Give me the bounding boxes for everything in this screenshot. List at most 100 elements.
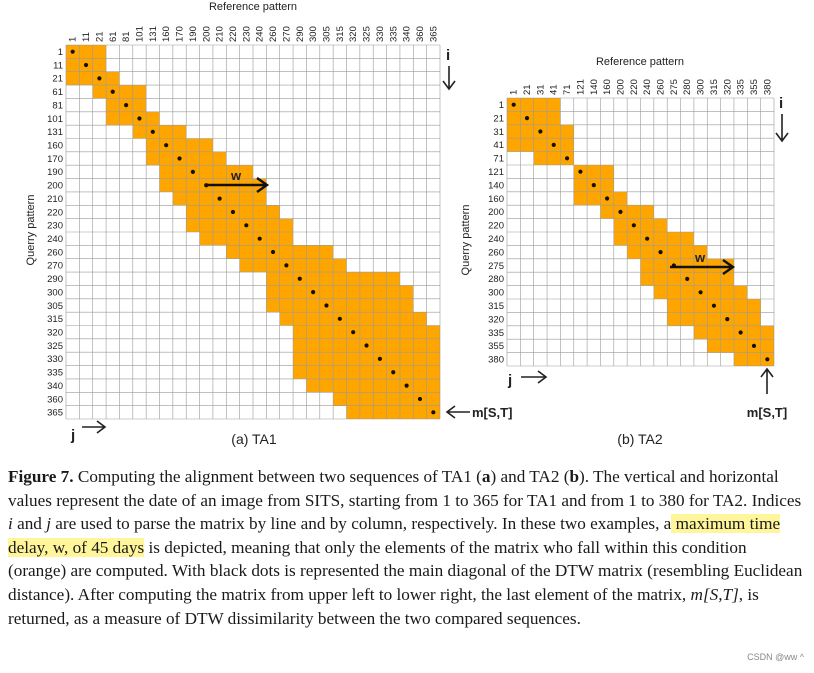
window-cell: [92, 85, 107, 99]
window-cell: [306, 352, 320, 366]
end-element-label: m[S,T]: [747, 405, 787, 420]
window-cell: [359, 378, 374, 393]
reference-tick-label: 380: [762, 79, 773, 95]
reference-tick-label: 340: [402, 26, 413, 42]
window-cell: [693, 245, 708, 259]
window-cell: [319, 378, 334, 393]
window-cell: [399, 365, 414, 379]
window-cell: [333, 392, 347, 406]
diagonal-dot: [618, 209, 623, 214]
window-cell: [720, 299, 734, 313]
query-tick-label: 315: [47, 314, 63, 325]
window-cell: [266, 218, 280, 232]
window-cell: [333, 258, 347, 273]
window-cell: [212, 232, 227, 246]
query-tick-label: 21: [52, 74, 63, 85]
left-arrow-icon: [445, 405, 470, 419]
diagonal-dot: [83, 62, 89, 68]
panel-ta2: Reference pattern 1 21 31 41 71 121 140 160 200 2…: [460, 56, 789, 447]
window-cell: [426, 338, 440, 353]
diagonal-dot: [511, 102, 516, 107]
diagonal-dot: [551, 142, 556, 147]
reference-tick-label: 305: [321, 26, 332, 42]
diagonal-dot: [164, 143, 169, 148]
window-cell: [346, 298, 360, 313]
query-tick-label: 260: [488, 247, 504, 258]
query-tick-label: 365: [47, 408, 63, 419]
diagonal-dot: [324, 303, 329, 308]
window-cell: [266, 258, 280, 273]
query-tick-label: 335: [488, 328, 504, 339]
window-cell: [359, 325, 374, 339]
diagonal-dot: [685, 276, 690, 281]
window-cell: [733, 339, 748, 353]
window-cell: [399, 338, 414, 353]
window-cell: [253, 205, 267, 219]
panel-caption: (b) TA2: [617, 431, 663, 447]
window-cell: [399, 352, 414, 366]
diagonal-dot: [97, 76, 102, 81]
window-cell: [373, 392, 387, 406]
diagonal-dot: [404, 383, 409, 388]
window-cell: [146, 111, 160, 126]
window-cell: [386, 312, 400, 326]
reference-tick-label: 210: [215, 26, 226, 42]
reference-tick-label: 131: [148, 26, 159, 42]
query-tick-label: 190: [47, 167, 63, 178]
window-cell: [373, 338, 387, 353]
diagonal-dot: [297, 276, 302, 281]
query-tick-label: 1: [499, 100, 504, 111]
query-tick-label: 101: [47, 114, 63, 125]
reference-tick-label: 101: [134, 26, 145, 42]
window-cell: [333, 285, 347, 299]
query-tick-label: 300: [47, 287, 63, 298]
window-cell: [373, 285, 387, 299]
window-cell: [760, 325, 774, 340]
window-cell: [359, 272, 374, 286]
window-cell: [119, 111, 133, 126]
window-cell: [707, 272, 721, 286]
query-tick-label: 280: [488, 274, 504, 285]
diagonal-dot: [564, 156, 570, 161]
query-pattern-label: Querry pattern: [25, 195, 37, 266]
query-tick-label: 290: [47, 274, 63, 285]
window-cell: [306, 325, 320, 339]
window-cell: [66, 71, 80, 86]
window-cell: [613, 191, 628, 206]
reference-tick-label: 71: [562, 84, 573, 95]
window-cell: [386, 285, 400, 299]
window-cell: [653, 218, 668, 232]
window-cell: [386, 325, 400, 339]
up-arrow-icon: [760, 367, 774, 394]
reference-tick-label: 335: [736, 79, 747, 95]
window-cell: [106, 111, 120, 126]
window-cell: [199, 151, 213, 166]
window-cell: [159, 151, 173, 166]
caption-text: is depicted, meaning that only the eleme…: [8, 537, 803, 604]
window-cell: [399, 312, 414, 326]
window-cell: [346, 285, 360, 299]
window-cell: [520, 124, 534, 139]
window-cell: [653, 258, 668, 273]
window-cell: [293, 312, 307, 326]
window-cell: [279, 312, 294, 326]
window-cell: [600, 178, 614, 192]
window-cell: [306, 338, 320, 353]
window-cell: [319, 312, 334, 326]
window-cell: [587, 165, 601, 179]
window-cell: [346, 365, 360, 379]
window-cell: [239, 165, 253, 179]
window-cell: [159, 125, 173, 139]
window-cell: [266, 205, 280, 219]
window-cell: [132, 98, 147, 112]
diagonal-dot: [658, 250, 663, 255]
window-cell: [172, 178, 187, 192]
window-cell: [359, 405, 374, 419]
diagonal-dot: [244, 223, 249, 228]
reference-tick-label: 121: [575, 79, 586, 95]
window-cell: [373, 298, 387, 313]
window-cell: [386, 272, 400, 286]
diagonal-dot: [270, 249, 276, 255]
reference-tick-label: 61: [108, 31, 119, 42]
window-cell: [306, 378, 320, 393]
